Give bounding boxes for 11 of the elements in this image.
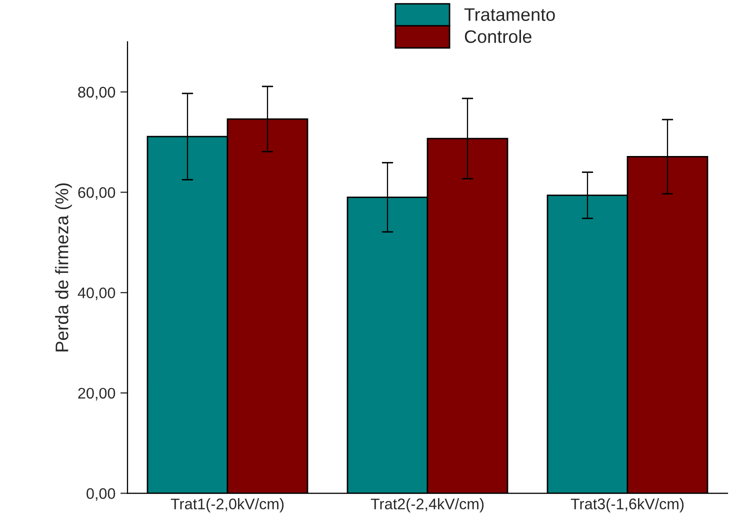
x-tick-label: Trat2(-2,4kV/cm) [370, 498, 484, 512]
y-tick-label: 60,00 [78, 187, 116, 200]
legend-label: Tratamento [464, 8, 555, 21]
legend-label: Controle [464, 30, 532, 44]
x-tick-label: Trat1(-2,0kV/cm) [170, 498, 284, 512]
y-axis-title: Perda de firmeza (%) [55, 183, 72, 352]
x-tick-label: Trat3(-1,6kV/cm) [570, 498, 684, 512]
y-tick-label: 20,00 [78, 388, 116, 400]
y-tick-label: 40,00 [78, 287, 116, 300]
y-tick-label: 80,00 [78, 86, 116, 100]
y-tick-label: 0,00 [86, 488, 116, 501]
